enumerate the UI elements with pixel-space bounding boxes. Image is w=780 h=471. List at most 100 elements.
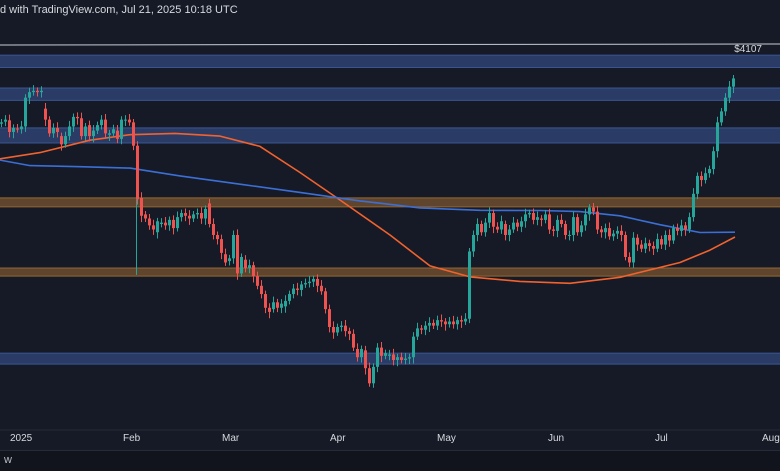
candle-body: [412, 336, 415, 358]
candle-body: [124, 119, 127, 121]
candle-body: [416, 328, 419, 337]
candle-body: [372, 366, 375, 384]
candle-body: [608, 228, 611, 237]
candle-body: [592, 207, 595, 212]
zone-blue-0: [0, 55, 780, 68]
candle-body: [252, 265, 255, 277]
ma-line-blue: [0, 159, 736, 234]
candle-body: [120, 119, 123, 139]
candle-body: [28, 92, 31, 98]
candle-body: [360, 348, 363, 358]
candle-body: [204, 208, 207, 219]
candle-body: [284, 300, 287, 307]
x-tick-label: Jun: [548, 433, 564, 444]
candle-body: [16, 128, 19, 130]
candle-body: [200, 213, 203, 219]
candle-body: [332, 327, 335, 333]
candle-body: [676, 228, 679, 231]
candle-body: [300, 284, 303, 290]
candle-body: [168, 219, 171, 226]
candle-body: [628, 256, 631, 263]
candle-body: [336, 327, 339, 333]
candle-body: [520, 221, 523, 227]
candle-body: [564, 224, 567, 235]
candle-body: [596, 211, 599, 230]
candle-body: [440, 320, 443, 322]
candle-body: [724, 97, 727, 112]
candle-body: [188, 215, 191, 219]
candle-body: [648, 243, 651, 246]
candle-body: [552, 229, 555, 231]
candle-body: [104, 119, 107, 134]
candle-body: [180, 213, 183, 218]
candle-body: [492, 213, 495, 227]
zone-orange-4: [0, 267, 780, 277]
candle-body: [540, 218, 543, 220]
candle-body: [48, 119, 51, 134]
candle-body: [544, 214, 547, 220]
candlesticks: [0, 74, 735, 388]
candle-body: [456, 320, 459, 325]
candle-body: [340, 325, 343, 327]
candle-body: [508, 229, 511, 235]
candle-body: [236, 234, 239, 274]
candle-body: [708, 169, 711, 174]
candle-body: [128, 119, 131, 123]
candle-body: [308, 281, 311, 284]
candle-body: [548, 214, 551, 230]
candle-body: [172, 219, 175, 229]
candle-body: [448, 321, 451, 325]
candle-body: [328, 309, 331, 327]
chart-header: d with TradingView.com, Jul 21, 2025 10:…: [0, 4, 238, 16]
candle-body: [152, 225, 155, 230]
ma-path: [0, 159, 736, 234]
candle-body: [668, 234, 671, 241]
candle-body: [400, 357, 403, 360]
candle-body: [496, 226, 499, 230]
candle-body: [652, 245, 655, 249]
candle-body: [52, 127, 55, 134]
ema-path: [0, 132, 736, 285]
candle-body: [488, 213, 491, 223]
x-tick-label: Mar: [222, 433, 240, 444]
candle-body: [108, 133, 111, 135]
candle-body: [136, 145, 139, 200]
candle-body: [728, 86, 731, 98]
candle-body: [316, 278, 319, 286]
candle-body: [288, 294, 291, 301]
candle-body: [352, 333, 355, 348]
candle-body: [484, 222, 487, 233]
candle-body: [24, 97, 27, 127]
candle-body: [228, 258, 231, 262]
candle-body: [344, 325, 347, 332]
x-tick-label: Jul: [655, 433, 668, 444]
candle-body: [192, 214, 195, 219]
candle-body: [348, 331, 351, 334]
candle-body: [280, 303, 283, 308]
candle-body: [624, 234, 627, 257]
candle-body: [8, 120, 11, 132]
x-tick-label: Aug: [762, 433, 780, 444]
candle-body: [248, 265, 251, 268]
candle-body: [692, 193, 695, 218]
candle-body: [12, 127, 15, 132]
zone-blue-1: [0, 88, 780, 101]
candle-body: [140, 197, 143, 216]
candle-body: [616, 230, 619, 234]
candle-body: [256, 276, 259, 286]
candle-body: [632, 237, 635, 263]
candle-body: [636, 237, 639, 245]
candle-body: [468, 251, 471, 319]
candle-body: [156, 221, 159, 233]
candle-body: [472, 234, 475, 252]
candle-body: [216, 234, 219, 240]
candle-body: [480, 224, 483, 233]
candle-body: [184, 213, 187, 216]
candle-body: [464, 318, 467, 322]
candle-body: [716, 122, 719, 152]
candle-body: [524, 214, 527, 222]
candle-body: [32, 90, 35, 93]
candle-body: [244, 259, 247, 268]
candle-body: [656, 239, 659, 249]
